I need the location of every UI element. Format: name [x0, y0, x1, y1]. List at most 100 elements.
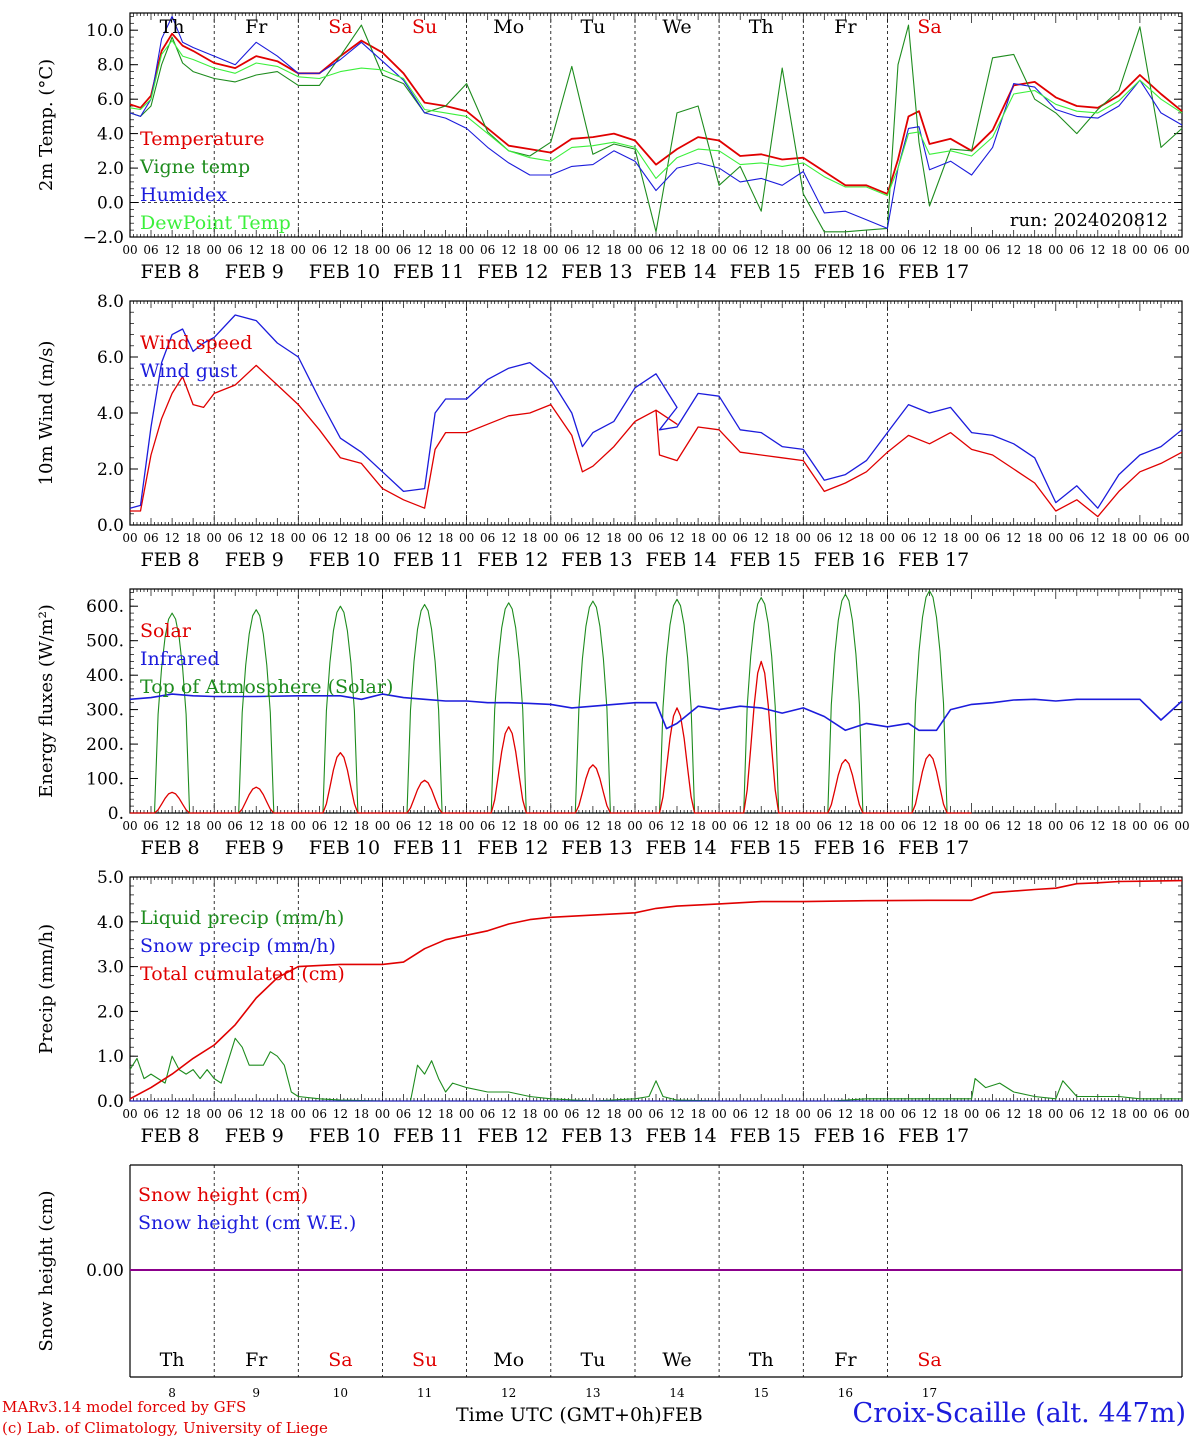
hour-tick-label: 00 [880, 819, 895, 833]
weekday-label-bottom: Fr [834, 1349, 857, 1371]
hour-tick-label: 18 [185, 819, 200, 833]
hour-tick-label: 00 [796, 819, 811, 833]
hour-tick-label: 12 [585, 531, 600, 545]
hour-tick-label: 00 [880, 531, 895, 545]
hour-tick-label: 18 [270, 243, 285, 257]
hour-tick-label: 12 [922, 819, 937, 833]
weekday-label-top: Sa [917, 16, 941, 38]
hour-tick-label: 06 [1153, 1107, 1168, 1121]
hour-tick-label: 18 [270, 531, 285, 545]
hour-tick-label: 06 [648, 243, 663, 257]
weekday-label-bottom: Sa [328, 1349, 352, 1371]
weekday-label-bottom: We [662, 1349, 691, 1371]
hour-tick-label: 06 [817, 1107, 832, 1121]
hour-tick-label: 06 [480, 531, 495, 545]
hour-tick-label: 00 [291, 531, 306, 545]
hour-tick-label: 00 [375, 1107, 390, 1121]
day-number-label: 10 [333, 1386, 348, 1400]
hour-tick-label: 00 [122, 1107, 137, 1121]
day-number-label: 14 [669, 1386, 685, 1400]
hour-tick-label: 06 [1069, 243, 1084, 257]
hour-tick-label: 12 [1006, 1107, 1021, 1121]
hour-tick-label: 18 [943, 819, 958, 833]
legend-entry: Temperature [140, 128, 264, 150]
legend-entry: Snow height (cm) [138, 1184, 308, 1206]
y-tick-label: 8.0 [97, 292, 124, 312]
hour-tick-label: 18 [859, 531, 874, 545]
hour-tick-label: 12 [417, 243, 432, 257]
hour-tick-label: 06 [733, 819, 748, 833]
hour-tick-label: 18 [690, 531, 705, 545]
hour-tick-label: 12 [333, 819, 348, 833]
hour-tick-label: 00 [964, 243, 979, 257]
hour-tick-label: 06 [143, 819, 158, 833]
hour-tick-label: 18 [1027, 1107, 1042, 1121]
series-line-infrared [129, 693, 1183, 732]
hour-tick-label: 00 [291, 1107, 306, 1121]
hour-tick-label: 12 [922, 531, 937, 545]
date-label: FEB 9 [225, 1125, 284, 1147]
panel-frame-4: 00 06 12 18 00 06 12 18 00 06 12 18 00 06 12 18 00 06 12 18… [122, 876, 1190, 1147]
y-tick-label: 2.0 [97, 1002, 124, 1022]
time-axis-label: Time UTC (GMT+0h)FEB [456, 1404, 703, 1426]
hour-tick-label: 06 [143, 1107, 158, 1121]
y-tick-label: 0.0 [97, 1092, 124, 1112]
hour-tick-label: 12 [1090, 819, 1105, 833]
date-label: FEB 13 [561, 549, 632, 571]
hour-tick-label: 18 [1111, 243, 1126, 257]
y-tick-label: 0.0 [97, 516, 124, 536]
y-tick-label: 2.0 [97, 159, 124, 179]
hour-tick-label: 18 [606, 1107, 621, 1121]
hour-tick-label: 12 [249, 243, 264, 257]
hour-tick-label: 00 [543, 1107, 558, 1121]
hour-tick-label: 18 [1111, 1107, 1126, 1121]
date-label: FEB 15 [730, 549, 801, 571]
weekday-label-bottom: Fr [245, 1349, 268, 1371]
hour-tick-label: 12 [417, 819, 432, 833]
y-tick-label: 10.0 [86, 21, 124, 41]
hour-tick-label: 06 [312, 1107, 327, 1121]
hour-tick-label: 00 [711, 531, 726, 545]
hour-tick-label: 06 [396, 819, 411, 833]
hour-tick-label: 06 [143, 531, 158, 545]
y-tick-label: 0.00 [86, 1261, 124, 1281]
series-line-solar [130, 660, 972, 814]
hour-tick-label: 06 [648, 531, 663, 545]
legend-entry: Wind speed [140, 332, 252, 354]
hour-tick-label: 06 [228, 531, 243, 545]
hour-tick-label: 12 [838, 1107, 853, 1121]
weekday-label-bottom: Th [749, 1349, 774, 1371]
hour-tick-label: 12 [1006, 243, 1021, 257]
series-line-wind-speed [130, 364, 1183, 518]
hour-tick-label: 12 [333, 531, 348, 545]
hour-tick-label: 18 [522, 819, 537, 833]
hour-tick-label: 00 [459, 1107, 474, 1121]
date-label: FEB 8 [141, 549, 200, 571]
hour-tick-label: 00 [796, 1107, 811, 1121]
day-number-label: 15 [754, 1386, 769, 1400]
hour-tick-label: 06 [901, 531, 916, 545]
y-axis-1: −2.0 0.0 2.0 4.0 6.0 8.0 10.0 2m Temp. (°C) [36, 16, 1182, 248]
hour-tick-label: 00 [1132, 1107, 1147, 1121]
hour-tick-label: 00 [543, 531, 558, 545]
y-tick-label: 500. [86, 632, 124, 652]
y-tick-label: 6.0 [97, 90, 124, 110]
hour-tick-label: 12 [1090, 1107, 1105, 1121]
day-number-label: 13 [585, 1386, 600, 1400]
weekday-label-bottom: Mo [493, 1349, 524, 1371]
date-label: FEB 9 [225, 549, 284, 571]
hour-tick-label: 18 [606, 243, 621, 257]
date-label: FEB 8 [141, 837, 200, 859]
hour-tick-label: 00 [627, 819, 642, 833]
hour-tick-label: 06 [480, 819, 495, 833]
series-line-wind-gust [129, 314, 1183, 509]
hour-tick-label: 18 [775, 531, 790, 545]
hour-tick-label: 18 [690, 819, 705, 833]
hour-tick-label: 18 [522, 243, 537, 257]
legend-entry: Total cumulated (cm) [140, 963, 345, 985]
y-axis-label: Snow height (cm) [36, 1190, 57, 1351]
y-tick-label: 3.0 [97, 958, 124, 978]
hour-tick-label: 12 [669, 1107, 684, 1121]
hour-tick-label: 18 [859, 819, 874, 833]
